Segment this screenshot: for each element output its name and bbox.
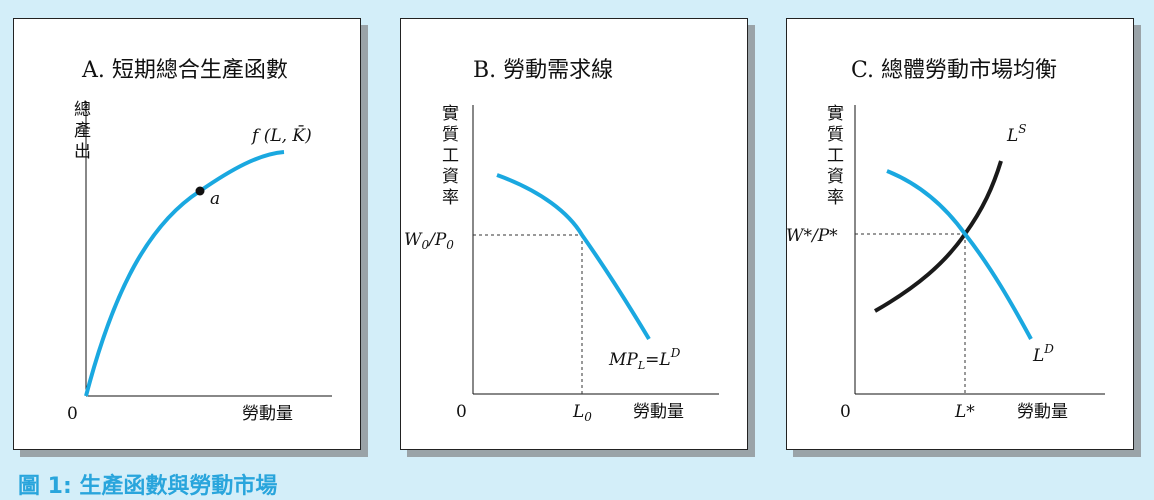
- panel-c-ylabel-2: 質: [827, 125, 844, 145]
- panel-c-ylabel-1: 實: [827, 104, 844, 124]
- labor-demand-diagram: B. 勞動需求線 實 質 工 資 率 W0/P0 0 L0 勞動量 MPL=LD: [404, 58, 719, 424]
- panel-b-ylabel-3: 工: [442, 146, 459, 166]
- labor-demand-curve-label: MPL=LD: [608, 346, 681, 372]
- panel-production-function: A. 短期總合生產函數 總 產 出 0 勞動量 a f (L, K̄): [13, 18, 361, 450]
- point-a-marker: [195, 186, 205, 196]
- panel-b-ylabel-2: 質: [442, 125, 459, 145]
- panel-c-labor-label: L*: [954, 402, 975, 422]
- panel-labor-market-equilibrium: C. 總體勞動市場均衡 實 質 工 資 率 LS LD W*/P* 0 L* 勞…: [786, 18, 1134, 450]
- labor-supply-label: LS: [1006, 122, 1027, 146]
- production-function-diagram: A. 短期總合生產函數 總 產 出 0 勞動量 a f (L, K̄): [67, 58, 332, 424]
- production-curve: [84, 150, 285, 397]
- panel-c-ylabel-4: 資: [827, 167, 844, 187]
- panel-b-ylabel-4: 資: [442, 167, 459, 187]
- panel-c-origin: 0: [840, 402, 851, 422]
- panel-a-ylabel-2: 產: [74, 121, 91, 141]
- panel-c-ylabel-3: 工: [827, 146, 844, 166]
- production-curve-label: f (L, K̄): [250, 124, 312, 146]
- labor-demand-curve: [496, 173, 651, 341]
- panel-b-origin: 0: [456, 402, 467, 422]
- point-a-label: a: [210, 189, 220, 209]
- labor-supply-curve: [874, 160, 1003, 313]
- figure-caption: 圖 1: 生產函數與勞動市場: [18, 474, 278, 499]
- labor-demand-curve-c: [886, 169, 1033, 340]
- panel-a-origin: 0: [67, 404, 78, 424]
- panel-b-ylabel-5: 率: [442, 188, 459, 208]
- panel-a-ylabel-1: 總: [74, 100, 91, 120]
- labor-market-diagram: C. 總體勞動市場均衡 實 質 工 資 率 LS LD W*/P* 0 L* 勞…: [787, 58, 1105, 422]
- panel-c-wage-label: W*/P*: [787, 226, 838, 246]
- panel-a-xlabel: 勞動量: [242, 404, 293, 424]
- panel-labor-demand: B. 勞動需求線 實 質 工 資 率 W0/P0 0 L0 勞動量 MPL=LD: [400, 18, 748, 450]
- panel-c-title: C. 總體勞動市場均衡: [851, 58, 1057, 83]
- panel-c-xlabel: 勞動量: [1017, 402, 1068, 422]
- panel-c-ylabel-5: 率: [827, 188, 844, 208]
- panel-b-xlabel: 勞動量: [633, 402, 684, 422]
- panel-b-wage-label: W0/P0: [404, 230, 454, 252]
- panel-b-title: B. 勞動需求線: [473, 58, 613, 83]
- panel-a-ylabel-3: 出: [74, 142, 91, 162]
- panel-b-ylabel-1: 實: [442, 104, 459, 124]
- panel-a-title: A. 短期總合生產函數: [81, 58, 288, 83]
- panel-b-labor-label: L0: [572, 402, 592, 424]
- labor-demand-label: LD: [1032, 342, 1054, 366]
